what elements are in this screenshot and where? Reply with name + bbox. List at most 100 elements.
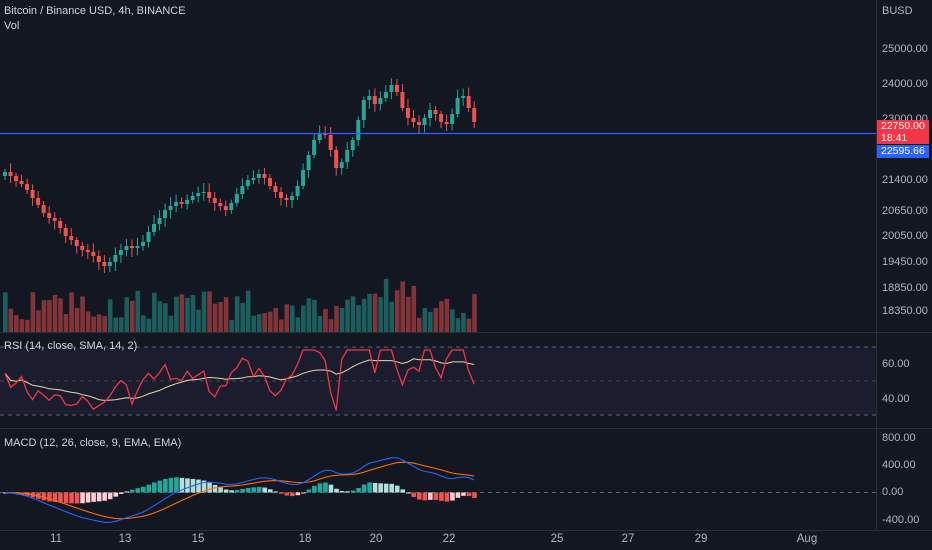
volume-bar bbox=[372, 293, 378, 332]
rsi-legend[interactable]: RSI (14, close, SMA, 14, 2) bbox=[4, 340, 138, 352]
candle-body bbox=[267, 178, 272, 186]
volume-legend[interactable]: Vol bbox=[4, 20, 20, 32]
candle-body bbox=[372, 96, 377, 104]
macd-histogram-bar bbox=[107, 492, 113, 500]
candle-body bbox=[41, 205, 46, 213]
price-axis-label: 20650.00 bbox=[882, 205, 928, 217]
volume-bar bbox=[439, 301, 444, 332]
volume-bar bbox=[163, 303, 168, 332]
volume-bar bbox=[383, 278, 389, 332]
macd-histogram-bar bbox=[317, 483, 323, 493]
macd-histogram-bar bbox=[345, 491, 350, 493]
symbol-title[interactable]: Bitcoin / Binance USD, 4h, BINANCE bbox=[4, 5, 186, 17]
volume-bar bbox=[356, 305, 361, 332]
macd-histogram-bar bbox=[350, 490, 356, 493]
macd-histogram-bar bbox=[372, 482, 378, 493]
candle-body bbox=[218, 203, 223, 206]
macd-histogram-bar bbox=[179, 477, 185, 493]
macd-histogram-bar bbox=[378, 483, 383, 493]
volume-bar bbox=[218, 302, 223, 332]
volume-bars bbox=[3, 278, 477, 332]
volume-bar bbox=[312, 299, 317, 332]
volume-bar bbox=[41, 300, 47, 332]
volume-bar bbox=[157, 301, 163, 332]
candle-body bbox=[74, 240, 79, 246]
volume-bar bbox=[96, 314, 102, 332]
candle-body bbox=[461, 96, 466, 98]
candle-body bbox=[63, 228, 68, 236]
macd-histogram-bar bbox=[262, 487, 268, 493]
candle-body bbox=[124, 246, 129, 250]
volume-bar bbox=[69, 292, 74, 332]
macd-histogram-bar bbox=[273, 491, 279, 493]
time-axis-label: 20 bbox=[369, 533, 383, 545]
volume-bar bbox=[295, 317, 301, 332]
volume-bar bbox=[141, 315, 146, 332]
time-axis-label: 29 bbox=[694, 533, 708, 545]
candle-body bbox=[444, 122, 449, 124]
volume-bar bbox=[345, 299, 350, 332]
macd-histogram-bar bbox=[91, 492, 96, 502]
candle-body bbox=[190, 196, 195, 200]
volume-bar bbox=[256, 314, 262, 332]
candle-body bbox=[428, 110, 433, 118]
candle-body bbox=[30, 190, 35, 198]
candle-body bbox=[350, 140, 355, 150]
volume-bar bbox=[30, 292, 36, 332]
macd-histogram-bar bbox=[251, 487, 256, 493]
candle-body bbox=[417, 122, 421, 125]
macd-legend[interactable]: MACD (12, 26, close, 9, EMA, EMA) bbox=[4, 437, 182, 449]
candle-body bbox=[223, 206, 228, 210]
macd-histogram-bar bbox=[223, 489, 229, 493]
time-axis-label: 11 bbox=[50, 533, 62, 545]
macd-histogram-bar bbox=[439, 492, 444, 501]
macd-histogram-bar bbox=[129, 489, 135, 493]
macd-histogram-bar bbox=[323, 482, 328, 493]
candle-body bbox=[129, 246, 134, 248]
volume-bar bbox=[339, 307, 345, 332]
macd-histogram-bar bbox=[312, 485, 317, 493]
candle-body bbox=[152, 224, 157, 232]
volume-bar bbox=[328, 319, 334, 332]
time-axis-label: 18 bbox=[298, 533, 312, 545]
volume-bar bbox=[14, 315, 19, 332]
volume-bar bbox=[367, 293, 372, 332]
volume-bar bbox=[91, 316, 96, 332]
macd-histogram-bar bbox=[394, 485, 400, 493]
price-axis-label: 20050.00 bbox=[882, 230, 928, 242]
macd-histogram-bar bbox=[267, 489, 273, 493]
candle-body bbox=[306, 155, 311, 170]
candle-body bbox=[284, 198, 289, 200]
volume-bar bbox=[129, 301, 135, 332]
macd-histogram-bar bbox=[118, 492, 124, 494]
macd-histogram-bar bbox=[428, 492, 433, 500]
candle-body bbox=[389, 85, 394, 92]
macd-histogram-bar bbox=[279, 492, 284, 494]
volume-bar bbox=[107, 299, 113, 332]
candlesticks[interactable] bbox=[3, 78, 477, 274]
volume-bar bbox=[36, 310, 41, 332]
candle-body bbox=[295, 186, 300, 196]
macd-histogram-bar bbox=[69, 492, 74, 504]
candle-body bbox=[102, 262, 107, 266]
candle-body bbox=[69, 236, 74, 240]
candle-body bbox=[135, 246, 140, 248]
macd-histogram-bar bbox=[466, 492, 472, 497]
volume-bar bbox=[19, 319, 25, 332]
volume-bar bbox=[455, 318, 461, 332]
candle-body bbox=[279, 192, 283, 198]
macd-histogram-bar bbox=[229, 490, 234, 493]
candle-body bbox=[85, 250, 90, 252]
rsi-line bbox=[4, 349, 475, 411]
candle-body bbox=[433, 110, 438, 114]
volume-bar bbox=[317, 315, 323, 332]
currency-label[interactable]: BUSD bbox=[882, 5, 913, 17]
candle-body bbox=[196, 193, 201, 196]
price-axis-label: 21400.00 bbox=[882, 174, 928, 186]
macd-histogram-bar bbox=[417, 492, 422, 500]
candle-body bbox=[163, 210, 168, 218]
macd-histogram-bar bbox=[47, 492, 52, 502]
candle-body bbox=[58, 221, 63, 228]
candle-body bbox=[80, 246, 85, 250]
